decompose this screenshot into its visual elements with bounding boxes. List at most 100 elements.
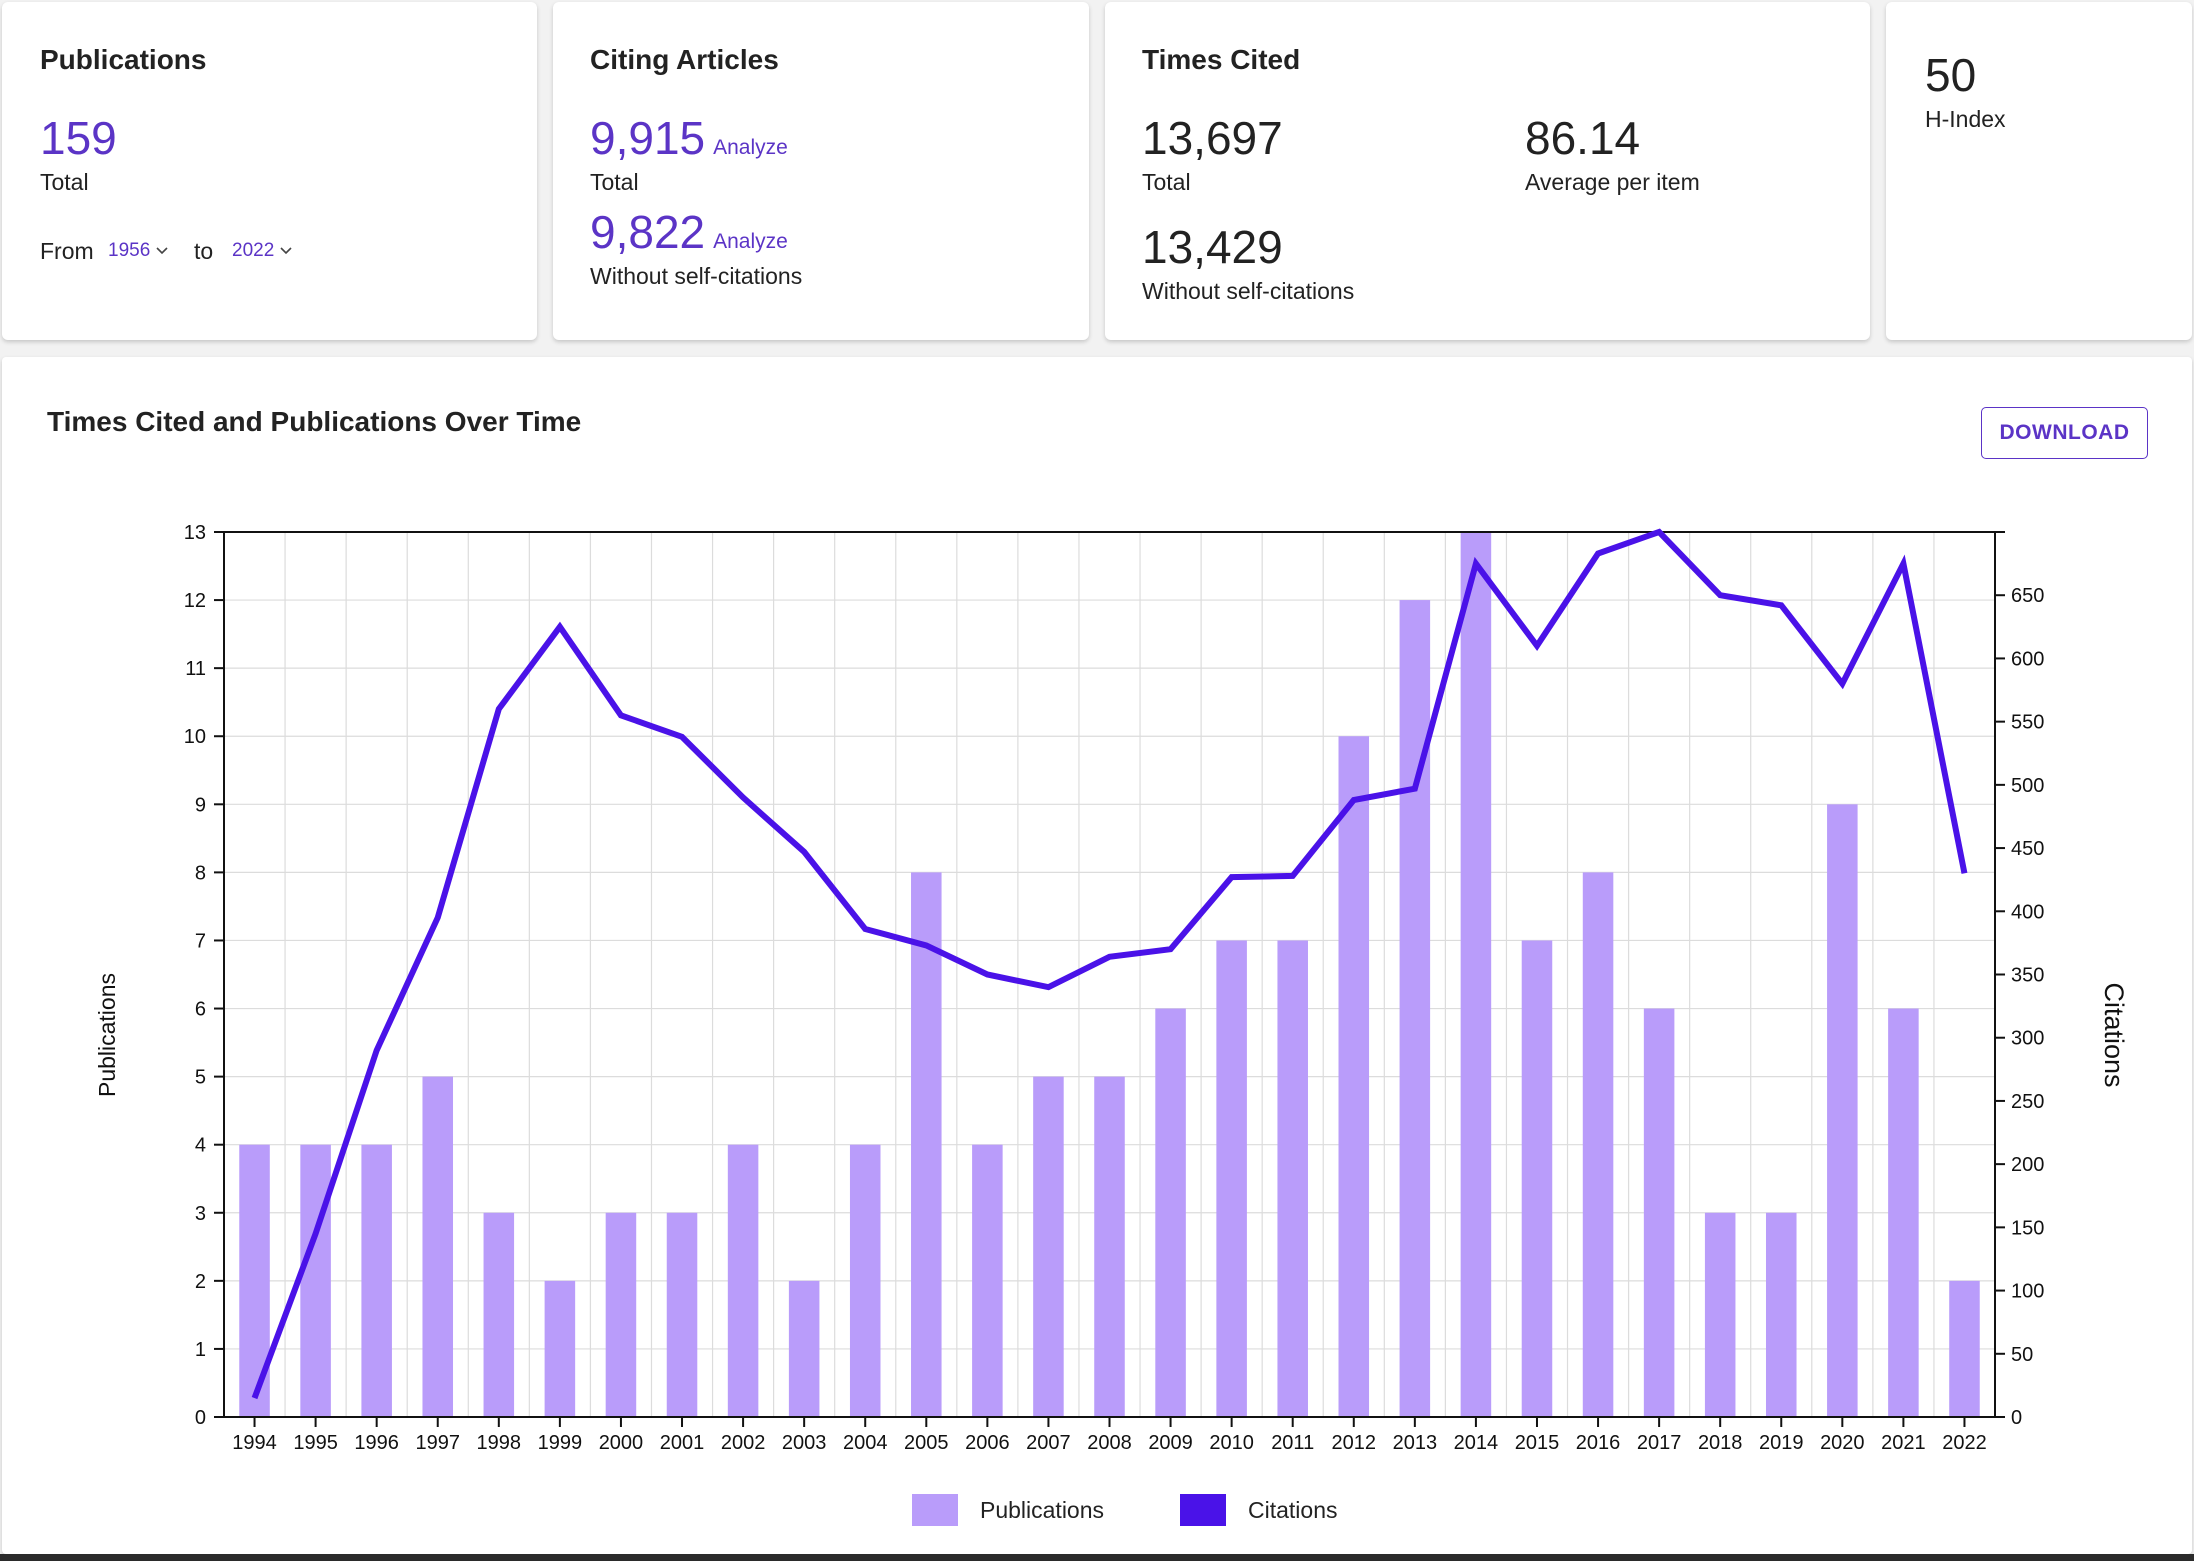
citing-articles-card: Citing Articles 9,915 Analyze Total 9,822… xyxy=(553,2,1089,340)
x-tick-label-2009: 2009 xyxy=(1148,1432,1193,1454)
bar-publications-2021 xyxy=(1888,1008,1919,1417)
y-tick-label-right: 600 xyxy=(2011,648,2044,670)
y-tick-label-right: 650 xyxy=(2011,585,2044,607)
citing-articles-title: Citing Articles xyxy=(590,44,779,75)
from-year-value: 1956 xyxy=(108,240,151,261)
legend-citations[interactable]: Citations xyxy=(1180,1494,1337,1526)
bar-publications-2003 xyxy=(788,1280,820,1417)
x-tick-label-2016: 2016 xyxy=(1576,1432,1621,1454)
to-year-select[interactable]: 2022 xyxy=(232,240,292,262)
x-tick-label-2011: 2011 xyxy=(1271,1432,1314,1454)
chevron-down-icon xyxy=(156,247,168,255)
x-tick-label-2019: 2019 xyxy=(1759,1432,1804,1454)
x-tick-label-1998: 1998 xyxy=(477,1432,522,1454)
bar-publications-2015 xyxy=(1521,940,1553,1417)
y-tick-label-right: 500 xyxy=(2011,775,2044,797)
x-tick-label-2000: 2000 xyxy=(599,1432,644,1454)
bar-publications-1998 xyxy=(483,1212,515,1417)
h-index-value: 50 xyxy=(1925,49,1977,101)
y-tick-label-left: 5 xyxy=(195,1067,206,1089)
citing-total-label: Total xyxy=(590,169,639,195)
y-tick-label-right: 450 xyxy=(2011,838,2044,860)
y-tick-label-left: 3 xyxy=(195,1203,206,1225)
bar-publications-2005 xyxy=(911,872,942,1417)
y-axis-title-left: Publications xyxy=(94,973,120,1097)
h-index-label: H-Index xyxy=(1925,106,2006,132)
x-tick-label-2014: 2014 xyxy=(1454,1432,1499,1454)
bar-publications-2000 xyxy=(605,1212,637,1417)
legend-publications[interactable]: Publications xyxy=(912,1494,1104,1526)
analyze-noself-link[interactable]: Analyze xyxy=(713,230,788,253)
download-button[interactable]: DOWNLOAD xyxy=(1981,407,2148,459)
y-tick-label-left: 0 xyxy=(195,1407,206,1429)
x-tick-label-2008: 2008 xyxy=(1087,1432,1132,1454)
y-tick-label-right: 250 xyxy=(2011,1091,2044,1113)
average-per-item-value: 86.14 xyxy=(1525,112,1641,164)
publications-title: Publications xyxy=(40,44,207,75)
x-tick-label-2021: 2021 xyxy=(1881,1432,1926,1454)
times-cited-total-value: 13,697 xyxy=(1142,112,1283,164)
analyze-total-link[interactable]: Analyze xyxy=(713,136,788,159)
legend-publications-swatch xyxy=(912,1494,958,1526)
y-tick-label-right: 200 xyxy=(2011,1154,2044,1176)
citing-total-value: 9,915 xyxy=(590,112,706,164)
x-tick-label-1994: 1994 xyxy=(232,1432,277,1454)
bar-publications-2016 xyxy=(1582,872,1614,1417)
x-tick-label-2006: 2006 xyxy=(965,1432,1010,1454)
y-tick-label-right: 150 xyxy=(2011,1217,2044,1239)
y-tick-label-right: 100 xyxy=(2011,1281,2044,1303)
bar-publications-1996 xyxy=(361,1144,392,1417)
bar-publications-2009 xyxy=(1155,1008,1186,1417)
bar-publications-2017 xyxy=(1643,1008,1675,1417)
y-tick-label-left: 7 xyxy=(195,930,206,952)
x-tick-label-2001: 2001 xyxy=(660,1432,705,1454)
bar-publications-2001 xyxy=(666,1212,698,1417)
y-tick-label-right: 350 xyxy=(2011,965,2044,987)
bar-publications-2002 xyxy=(727,1144,759,1417)
citing-noself-row: 9,822 Analyze xyxy=(590,209,788,255)
publications-total-value: 159 xyxy=(40,112,117,164)
bar-publications-2010 xyxy=(1216,940,1247,1417)
citing-noself-label: Without self-citations xyxy=(590,263,803,289)
legend-citations-swatch xyxy=(1180,1494,1226,1526)
y-tick-label-right: 550 xyxy=(2011,712,2044,734)
bar-publications-2022 xyxy=(1949,1280,1980,1417)
x-tick-label-2017: 2017 xyxy=(1637,1432,1682,1454)
legend-publications-label: Publications xyxy=(980,1496,1105,1523)
bottom-bar xyxy=(0,1554,2194,1561)
y-tick-label-left: 6 xyxy=(195,999,206,1021)
bar-publications-2011 xyxy=(1277,940,1308,1417)
y-tick-label-left: 1 xyxy=(195,1339,206,1361)
x-tick-label-2005: 2005 xyxy=(904,1432,949,1454)
bar-publications-2013 xyxy=(1399,600,1431,1417)
x-tick-label-2012: 2012 xyxy=(1332,1432,1377,1454)
x-tick-label-2004: 2004 xyxy=(843,1432,888,1454)
y-tick-label-right: 0 xyxy=(2011,1407,2022,1429)
y-tick-label-left: 10 xyxy=(184,726,206,748)
bar-publications-2007 xyxy=(1033,1076,1064,1417)
citing-total-row: 9,915 Analyze xyxy=(590,115,788,161)
x-tick-label-2015: 2015 xyxy=(1515,1432,1560,1454)
x-tick-label-2010: 2010 xyxy=(1209,1432,1254,1454)
x-tick-label-1995: 1995 xyxy=(293,1432,338,1454)
y-tick-label-left: 11 xyxy=(185,658,206,680)
from-label: From xyxy=(40,238,94,264)
bar-publications-2019 xyxy=(1765,1212,1797,1417)
citing-noself-value: 9,822 xyxy=(590,206,706,258)
x-tick-label-1999: 1999 xyxy=(538,1432,583,1454)
y-tick-label-left: 8 xyxy=(195,862,206,884)
y-axis-title-right: Citations xyxy=(2099,982,2129,1087)
times-cited-noself-label: Without self-citations xyxy=(1142,278,1355,304)
y-tick-label-left: 13 xyxy=(184,522,206,544)
h-index-card: 50 H-Index xyxy=(1886,2,2192,340)
times-cited-card: Times Cited 13,697 Total 86.14 Average p… xyxy=(1105,2,1870,340)
bar-publications-2012 xyxy=(1338,736,1370,1417)
y-tick-label-left: 12 xyxy=(184,590,206,612)
x-tick-label-2022: 2022 xyxy=(1942,1432,1987,1454)
from-year-select[interactable]: 1956 xyxy=(108,240,168,262)
bar-publications-2004 xyxy=(849,1144,881,1417)
y-tick-label-left: 9 xyxy=(195,794,206,816)
times-cited-title: Times Cited xyxy=(1142,44,1301,75)
bar-publications-2018 xyxy=(1704,1212,1736,1417)
